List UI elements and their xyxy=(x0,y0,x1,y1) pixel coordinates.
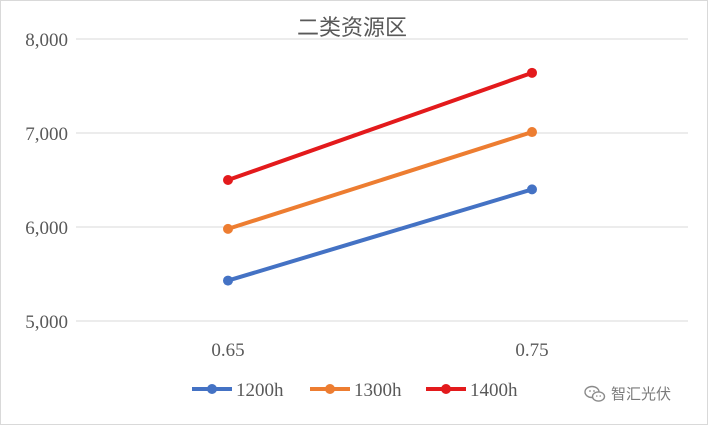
series-1200h xyxy=(223,184,537,286)
legend-label: 1300h xyxy=(354,380,402,401)
series-lines xyxy=(223,67,537,286)
legend-item-1400h: 1400h xyxy=(426,380,518,401)
x-axis-tick-labels: 0.65 0.75 xyxy=(211,340,548,361)
legend-item-1200h: 1200h xyxy=(192,380,284,401)
series-line xyxy=(226,130,534,231)
legend-item-1300h: 1300h xyxy=(310,380,402,401)
series-line xyxy=(226,70,534,182)
y-tick-label: 8,000 xyxy=(25,30,68,51)
gridlines xyxy=(76,38,688,322)
series-1300h xyxy=(223,127,537,234)
data-point xyxy=(223,223,233,234)
y-tick-label: 7,000 xyxy=(25,124,68,145)
legend-marker xyxy=(325,384,335,394)
legend-marker xyxy=(207,384,217,394)
series-line xyxy=(226,187,534,283)
data-point xyxy=(527,127,537,138)
legend: 1200h 1300h 1400h xyxy=(192,380,518,401)
y-axis-tick-labels: 5,000 6,000 7,000 8,000 xyxy=(25,30,68,333)
data-point xyxy=(527,184,537,195)
series-1400h xyxy=(223,67,537,185)
y-tick-label: 5,000 xyxy=(25,312,68,333)
data-point xyxy=(223,275,233,286)
legend-marker xyxy=(441,384,451,394)
data-point xyxy=(223,175,233,185)
wechat-icon xyxy=(584,385,606,403)
y-tick-label: 6,000 xyxy=(25,218,68,239)
data-point xyxy=(527,67,537,78)
x-tick-label: 0.65 xyxy=(211,340,244,361)
legend-label: 1400h xyxy=(470,380,518,401)
x-tick-label: 0.75 xyxy=(515,340,548,361)
watermark-text: 智汇光伏 xyxy=(611,385,672,403)
legend-label: 1200h xyxy=(236,380,284,401)
chart-title: 二类资源区 xyxy=(297,15,407,40)
watermark: 智汇光伏 xyxy=(584,383,671,404)
